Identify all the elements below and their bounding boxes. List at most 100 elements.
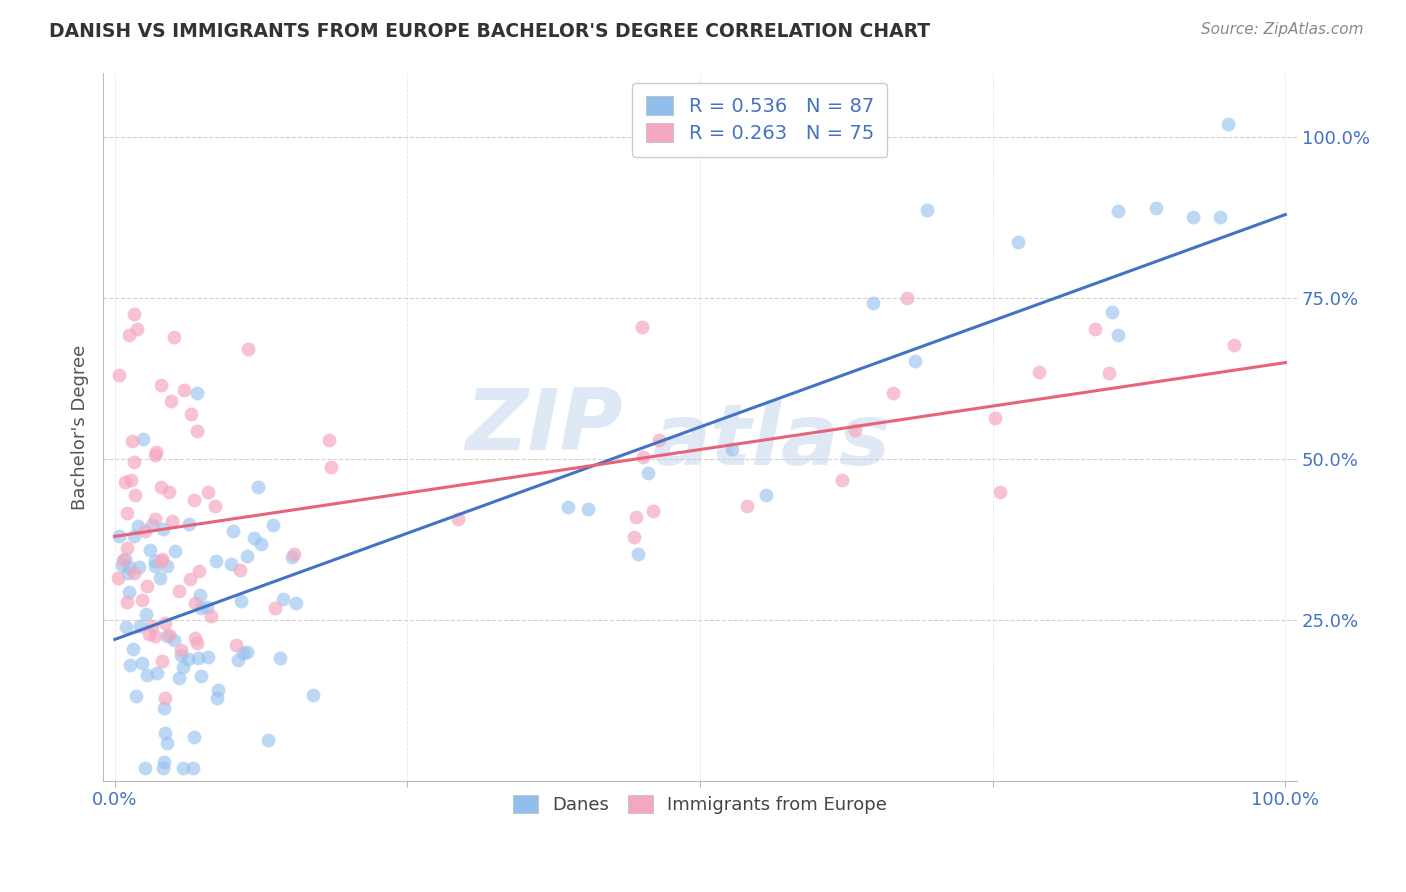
Point xyxy=(207,682,229,697)
Point xyxy=(152,756,174,770)
Point xyxy=(1107,203,1129,218)
Point xyxy=(141,518,163,533)
Point xyxy=(318,434,340,448)
Point xyxy=(122,642,145,657)
Point xyxy=(285,596,308,610)
Point xyxy=(648,434,671,448)
Point xyxy=(264,600,287,615)
Point xyxy=(1083,322,1105,336)
Point xyxy=(136,579,159,593)
Point xyxy=(156,736,179,750)
Point xyxy=(177,652,200,666)
Point xyxy=(122,566,145,580)
Point xyxy=(169,583,191,598)
Point xyxy=(882,386,904,401)
Point xyxy=(162,632,184,647)
Point xyxy=(115,620,138,634)
Point xyxy=(186,424,208,438)
Point xyxy=(107,571,129,585)
Point xyxy=(129,619,152,633)
Point xyxy=(557,500,579,514)
Point xyxy=(125,689,148,703)
Point xyxy=(250,537,273,551)
Point xyxy=(236,645,259,659)
Point xyxy=(157,628,180,642)
Point xyxy=(641,504,664,518)
Point xyxy=(1098,366,1121,380)
Point xyxy=(184,631,207,645)
Point xyxy=(188,564,211,578)
Point xyxy=(280,550,302,565)
Point xyxy=(153,701,176,715)
Point xyxy=(219,557,242,571)
Point xyxy=(121,434,143,449)
Point xyxy=(152,655,174,669)
Point xyxy=(138,627,160,641)
Point xyxy=(136,667,159,681)
Point xyxy=(128,560,150,574)
Point xyxy=(172,761,194,775)
Point xyxy=(149,571,172,585)
Point xyxy=(831,473,853,487)
Point xyxy=(232,646,254,660)
Point xyxy=(1216,118,1239,132)
Point xyxy=(238,342,260,356)
Text: DANISH VS IMMIGRANTS FROM EUROPE BACHELOR'S DEGREE CORRELATION CHART: DANISH VS IMMIGRANTS FROM EUROPE BACHELO… xyxy=(49,22,931,41)
Point xyxy=(262,517,284,532)
Point xyxy=(915,202,938,217)
Point xyxy=(159,485,181,500)
Point xyxy=(173,383,195,397)
Point xyxy=(225,639,247,653)
Point xyxy=(156,629,179,643)
Point xyxy=(127,519,149,533)
Point xyxy=(896,291,918,305)
Point xyxy=(153,691,176,706)
Point xyxy=(131,592,153,607)
Point xyxy=(247,480,270,494)
Point xyxy=(447,512,470,526)
Point xyxy=(197,484,219,499)
Point xyxy=(179,572,201,586)
Point xyxy=(170,648,193,663)
Point xyxy=(631,450,654,465)
Point xyxy=(152,761,174,775)
Point xyxy=(117,327,139,342)
Point xyxy=(256,733,278,747)
Point xyxy=(143,511,166,525)
Point xyxy=(132,432,155,446)
Point xyxy=(150,377,173,392)
Point xyxy=(160,514,183,528)
Point xyxy=(181,761,204,775)
Point xyxy=(134,761,156,775)
Point xyxy=(122,529,145,543)
Point xyxy=(120,473,142,487)
Point xyxy=(755,488,778,502)
Text: ZIP: ZIP xyxy=(465,385,623,468)
Point xyxy=(118,657,141,672)
Point xyxy=(190,601,212,615)
Point xyxy=(190,669,212,683)
Point xyxy=(236,549,259,563)
Point xyxy=(626,510,648,524)
Point xyxy=(143,629,166,643)
Point xyxy=(155,726,177,740)
Point xyxy=(163,544,186,558)
Point xyxy=(630,319,652,334)
Point xyxy=(131,657,153,671)
Point xyxy=(186,385,208,400)
Point xyxy=(1007,235,1029,250)
Point xyxy=(143,554,166,568)
Point xyxy=(118,560,141,574)
Point xyxy=(127,322,149,336)
Point xyxy=(150,552,173,566)
Point xyxy=(134,524,156,538)
Point xyxy=(108,368,131,382)
Point xyxy=(988,485,1011,500)
Point xyxy=(302,689,325,703)
Point xyxy=(1209,210,1232,224)
Point xyxy=(163,330,186,344)
Point xyxy=(135,607,157,621)
Point xyxy=(111,552,134,566)
Point xyxy=(862,296,884,310)
Point xyxy=(117,506,139,520)
